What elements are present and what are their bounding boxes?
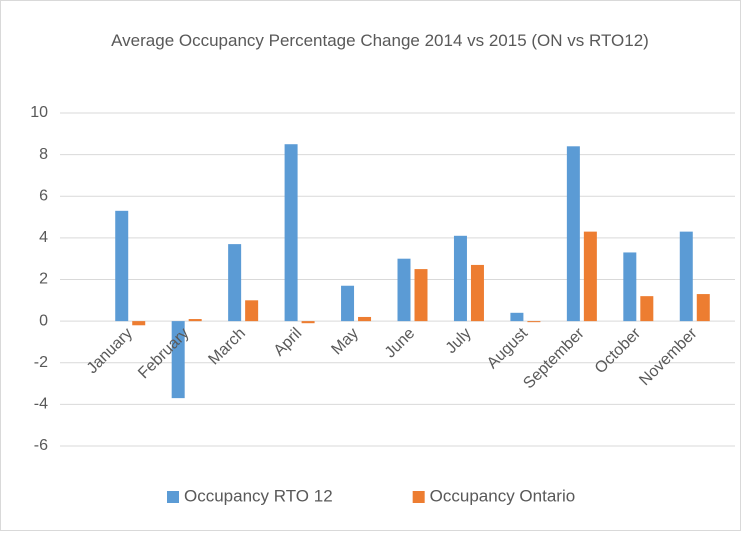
bar: [245, 300, 259, 322]
y-tick-label: 0: [39, 312, 48, 329]
y-tick-label: -6: [34, 437, 48, 454]
bar: [414, 269, 428, 322]
bar: [132, 321, 146, 326]
chart-title: Average Occupancy Percentage Change 2014…: [111, 31, 649, 50]
bar: [623, 252, 637, 322]
bar: [171, 321, 185, 399]
bar: [696, 294, 710, 322]
bar: [640, 296, 654, 322]
bar: [284, 144, 298, 322]
y-tick-label: 10: [30, 104, 48, 121]
legend-swatch: [412, 491, 425, 503]
y-tick-label: 6: [39, 187, 48, 204]
bar: [397, 258, 411, 322]
y-tick-label: 4: [39, 229, 48, 246]
y-tick-label: 2: [39, 271, 48, 288]
bar: [510, 312, 524, 322]
bar: [566, 146, 580, 322]
legend-label: Occupancy RTO 12: [184, 486, 333, 505]
bar: [453, 235, 467, 322]
bar: [228, 244, 242, 322]
legend-swatch: [167, 491, 179, 503]
y-tick-label: -2: [34, 354, 48, 371]
y-tick-label: -4: [34, 396, 48, 413]
bar: [679, 231, 693, 322]
legend-label: Occupancy Ontario: [430, 486, 576, 505]
bar: [188, 319, 202, 322]
bar: [301, 321, 315, 324]
bar: [470, 264, 484, 322]
bar: [115, 210, 129, 322]
bar: [583, 231, 597, 322]
bar: [358, 316, 372, 322]
bar: [527, 321, 541, 323]
bar: [341, 285, 355, 322]
y-tick-label: 8: [39, 146, 48, 163]
